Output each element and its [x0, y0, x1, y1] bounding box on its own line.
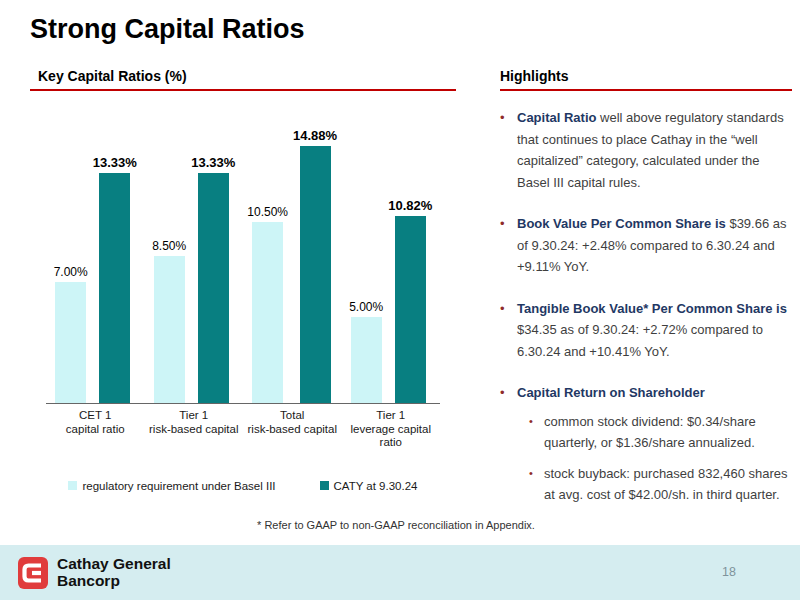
bar-value-label: 13.33%: [191, 155, 235, 170]
bullet-dot: •: [500, 107, 517, 193]
bar-value-label: 13.33%: [93, 155, 137, 170]
chart-panel-header: Key Capital Ratios (%): [30, 66, 456, 91]
bar: 10.50%: [247, 205, 288, 403]
sub-bullet: •stock buyback: purchased 832,460 shares…: [529, 463, 792, 506]
highlights-bullet-list: •Capital Ratio well above regulatory sta…: [500, 107, 792, 515]
category-label: Totalrisk-based capital: [243, 409, 342, 450]
bar: 14.88%: [293, 128, 337, 403]
chart-legend: regulatory requirement under Basel III CA…: [46, 480, 440, 492]
bar-value-label: 14.88%: [293, 128, 337, 143]
legend-item: CATY at 9.30.24: [320, 480, 418, 492]
legend-swatch: [68, 481, 77, 490]
cathay-logo-wordmark: Cathay General Bancorp: [57, 556, 171, 589]
highlights-panel: Highlights •Capital Ratio well above reg…: [500, 66, 792, 515]
bar-value-label: 5.00%: [349, 300, 383, 314]
highlights-header: Highlights: [500, 66, 792, 91]
bar-value-label: 10.50%: [247, 205, 288, 219]
sub-bullet-list: •common stock dividend: $0.34/share quar…: [517, 411, 792, 506]
sub-bullet-text: common stock dividend: $0.34/share quart…: [544, 411, 792, 454]
bar-value-label: 8.50%: [152, 239, 186, 253]
page-number: 18: [722, 565, 736, 579]
bar-rect: [252, 222, 283, 403]
bar-rect: [99, 173, 130, 403]
highlight-bullet: •Capital Return on Shareholder•common st…: [500, 382, 792, 515]
bar: 10.82%: [388, 198, 432, 403]
category-label: CET 1capital ratio: [46, 409, 145, 450]
bar-chart: 7.00% 13.33% 8.50% 13.33% 10.50% 14.88% 5.00% 1…: [46, 127, 440, 404]
footer-bar: Cathay General Bancorp 18: [0, 545, 800, 600]
highlight-bullet: •Book Value Per Common Share is $39.66 a…: [500, 213, 792, 278]
bar-rect: [154, 256, 185, 403]
bar-rect: [300, 146, 331, 403]
logo-line-1: Cathay General: [57, 556, 171, 573]
legend-label: CATY at 9.30.24: [334, 480, 418, 492]
sub-bullet-dot: •: [529, 463, 544, 506]
bar-rect: [55, 282, 86, 403]
cathay-logo-icon: [17, 556, 49, 590]
footnote: * Refer to GAAP to non-GAAP reconciliati…: [0, 519, 792, 531]
bullet-text: Tangible Book Value* Per Common Share is…: [517, 298, 792, 363]
bullet-lead: Capital Return on Shareholder: [517, 385, 705, 400]
bullet-text: Book Value Per Common Share is $39.66 as…: [517, 213, 792, 278]
category-label: Tier 1leverage capital ratio: [342, 409, 441, 450]
sub-bullet: •common stock dividend: $0.34/share quar…: [529, 411, 792, 454]
bar: 13.33%: [93, 155, 137, 403]
bar-group: 8.50% 13.33%: [145, 155, 244, 403]
page-title: Strong Capital Ratios: [30, 14, 305, 45]
legend-label: regulatory requirement under Basel III: [82, 480, 275, 492]
bar-value-label: 10.82%: [388, 198, 432, 213]
bar: 13.33%: [191, 155, 235, 403]
bar-rect: [351, 317, 382, 403]
chart-panel: Key Capital Ratios (%) 7.00% 13.33% 8.50% 1…: [30, 66, 456, 492]
bar-rect: [198, 173, 229, 403]
slide: Strong Capital Ratios Key Capital Ratios…: [0, 0, 800, 600]
bar: 7.00%: [54, 265, 88, 403]
highlight-bullet: •Tangible Book Value* Per Common Share i…: [500, 298, 792, 363]
bullet-lead: Capital Ratio: [517, 110, 596, 125]
legend-item: regulatory requirement under Basel III: [68, 480, 275, 492]
legend-swatch: [320, 481, 329, 490]
bar-group: 7.00% 13.33%: [46, 155, 145, 403]
highlight-bullet: •Capital Ratio well above regulatory sta…: [500, 107, 792, 193]
bullet-lead: Tangible Book Value* Per Common Share is: [517, 301, 787, 316]
bullet-lead: Book Value Per Common Share is: [517, 216, 726, 231]
bullet-dot: •: [500, 382, 517, 515]
bar: 5.00%: [349, 300, 383, 403]
bullet-text: Capital Return on Shareholder •common sto…: [517, 382, 792, 515]
bullet-dot: •: [500, 298, 517, 363]
bar: 8.50%: [152, 239, 186, 403]
bar-group: 5.00% 10.82%: [342, 198, 441, 403]
bar-group: 10.50% 14.88%: [243, 128, 342, 403]
bar-rect: [395, 216, 426, 403]
chart-category-axis: CET 1capital ratioTier 1risk-based capit…: [46, 409, 440, 450]
logo-line-2: Bancorp: [57, 573, 171, 590]
sub-bullet-text: stock buyback: purchased 832,460 shares …: [544, 463, 792, 506]
bullet-dot: •: [500, 213, 517, 278]
sub-bullet-dot: •: [529, 411, 544, 454]
bullet-text: Capital Ratio well above regulatory stan…: [517, 107, 792, 193]
bar-value-label: 7.00%: [54, 265, 88, 279]
category-label: Tier 1risk-based capital: [145, 409, 244, 450]
